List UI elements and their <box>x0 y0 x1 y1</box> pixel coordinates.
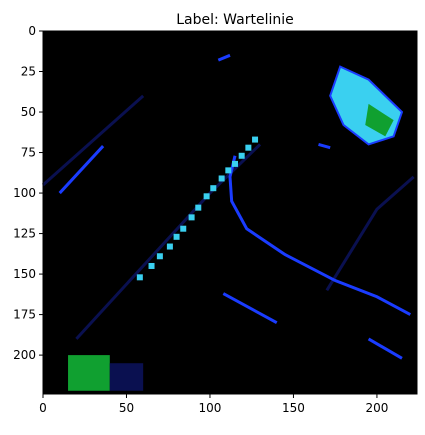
wait-line-mark <box>232 160 239 167</box>
lane-line <box>367 337 403 360</box>
wait-line-mark <box>173 233 180 240</box>
wait-line-mark <box>252 136 259 143</box>
x-tick-label: 100 <box>199 401 222 415</box>
y-tick-label: 0 <box>28 24 36 38</box>
plot-area <box>42 30 418 395</box>
wait-line-mark <box>180 225 187 232</box>
wait-line-mark <box>210 185 217 192</box>
x-axis: 0 50 100 150 200 <box>39 394 388 415</box>
y-tick-label: 175 <box>13 308 36 322</box>
wait-line-mark <box>188 214 195 221</box>
wait-line-mark <box>238 152 245 159</box>
lane-curve <box>228 155 412 316</box>
x-tick-label: 0 <box>39 401 47 415</box>
vegetation-patch <box>68 355 110 391</box>
dark-patch <box>109 363 144 391</box>
lane-line <box>222 292 278 325</box>
lane-line <box>318 142 331 150</box>
y-tick-label: 200 <box>13 348 36 362</box>
wait-line-mark <box>225 167 232 174</box>
image-features <box>42 53 415 391</box>
x-tick-label: 150 <box>282 401 305 415</box>
axes-frame <box>42 30 418 395</box>
wait-line-mark <box>245 144 252 151</box>
chart-title: Label: Wartelinie <box>176 12 293 28</box>
road-edge <box>75 143 262 340</box>
car-vegetation <box>365 103 394 137</box>
lane-line <box>58 145 105 195</box>
lane-line <box>217 53 231 62</box>
y-tick-label: 150 <box>13 267 36 281</box>
wait-line-mark <box>166 243 173 250</box>
y-tick-label: 75 <box>21 146 36 160</box>
y-tick-label: 50 <box>21 105 36 119</box>
wait-line-mark <box>136 274 143 281</box>
wait-line-mark <box>195 204 202 211</box>
y-axis: 0 25 50 75 100 125 150 175 200 <box>13 24 43 362</box>
x-tick-label: 50 <box>119 401 134 415</box>
wait-line-mark <box>156 253 163 260</box>
wait-line-mark <box>203 193 210 200</box>
wait-line-mark <box>218 175 225 182</box>
y-tick-label: 25 <box>21 65 36 79</box>
x-tick-label: 200 <box>365 401 388 415</box>
y-tick-label: 125 <box>13 227 36 241</box>
road-edge <box>42 94 145 187</box>
wait-line-mark <box>148 262 155 269</box>
road-edge <box>325 175 415 292</box>
y-tick-label: 100 <box>13 186 36 200</box>
